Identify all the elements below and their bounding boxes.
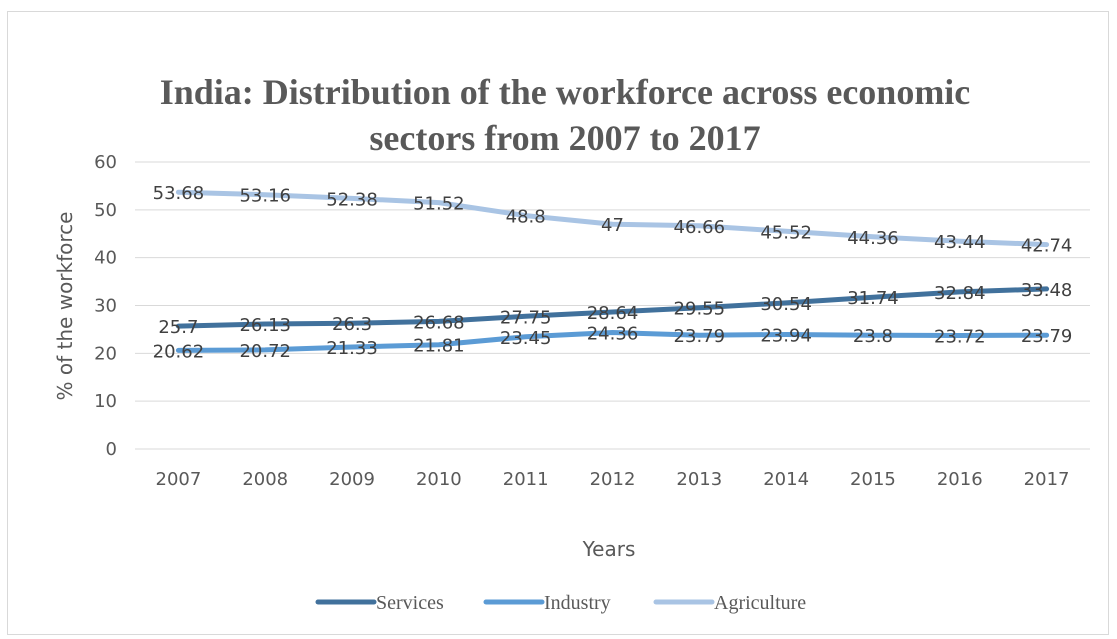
- x-tick-label: 2007: [156, 469, 202, 490]
- chart-frame: [7, 11, 1109, 635]
- x-tick-label: 2008: [242, 469, 288, 490]
- data-label-services: 25.7: [158, 317, 198, 338]
- legend: Services Industry Agriculture: [315, 592, 806, 614]
- x-tick-label: 2011: [503, 469, 549, 490]
- data-label-industry: 21.81: [413, 336, 465, 357]
- data-label-agriculture: 52.38: [326, 189, 378, 210]
- data-label-industry: 21.33: [326, 338, 378, 359]
- data-label-services: 28.64: [587, 303, 639, 324]
- x-tick-label: 2016: [937, 469, 983, 490]
- data-label-services: 26.68: [413, 312, 465, 333]
- data-label-agriculture: 43.44: [934, 232, 986, 253]
- x-tick-label: 2014: [763, 469, 809, 490]
- data-label-services: 30.54: [760, 294, 812, 315]
- y-tick-label: 40: [94, 248, 117, 269]
- data-label-agriculture: 46.66: [674, 217, 726, 238]
- y-tick-label: 30: [94, 296, 117, 317]
- data-label-agriculture: 44.36: [847, 228, 899, 249]
- x-tick-label: 2010: [416, 469, 462, 490]
- data-label-agriculture: 45.52: [760, 222, 812, 243]
- x-tick-label: 2017: [1024, 469, 1070, 490]
- data-label-services: 32.84: [934, 283, 986, 304]
- y-axis-ticks: 0 10 20 30 40 50 60: [94, 152, 117, 460]
- data-label-services: 33.48: [1021, 280, 1073, 301]
- data-label-industry: 23.79: [1021, 326, 1073, 347]
- y-tick-label: 60: [94, 152, 117, 173]
- data-label-agriculture: 53.68: [153, 183, 205, 204]
- data-label-industry: 24.36: [587, 323, 639, 344]
- data-label-agriculture: 51.52: [413, 194, 465, 215]
- data-label-industry: 20.62: [153, 341, 205, 362]
- data-label-agriculture: 48.8: [506, 207, 546, 228]
- y-tick-label: 20: [94, 343, 117, 364]
- data-labels: 25.7 26.13 26.3 26.68 27.75 28.64 29.55 30.54 31…: [153, 183, 1073, 362]
- data-label-services: 27.75: [500, 307, 552, 328]
- series-line-agriculture: [175, 189, 1050, 248]
- legend-label-industry: Industry: [544, 592, 611, 614]
- y-tick-label: 0: [106, 439, 117, 460]
- legend-label-agriculture: Agriculture: [714, 592, 806, 614]
- data-label-services: 31.74: [847, 288, 899, 309]
- data-label-industry: 23.45: [500, 328, 552, 349]
- x-tick-label: 2009: [329, 469, 375, 490]
- data-label-industry: 23.94: [760, 325, 812, 346]
- y-tick-label: 50: [94, 200, 117, 221]
- legend-label-services: Services: [376, 592, 444, 614]
- data-label-industry: 20.72: [239, 341, 291, 362]
- x-axis-ticks: 2007 2008 2009 2010 2011 2012 2013 2014 2015 2016…: [156, 469, 1070, 490]
- data-label-industry: 23.8: [853, 326, 893, 347]
- chart-title-line-2: sectors from 2007 to 2017: [369, 118, 760, 158]
- data-label-agriculture: 47: [601, 215, 624, 236]
- x-tick-label: 2012: [590, 469, 636, 490]
- y-axis-title: % of the workforce: [53, 212, 77, 401]
- gridlines: [135, 161, 1090, 450]
- y-tick-label: 10: [94, 391, 117, 412]
- data-label-agriculture: 53.16: [239, 186, 291, 207]
- chart-title-line-1: India: Distribution of the workforce acr…: [160, 72, 971, 112]
- data-label-industry: 23.79: [674, 326, 726, 347]
- data-label-agriculture: 42.74: [1021, 236, 1073, 257]
- data-label-services: 26.13: [239, 315, 291, 336]
- series-line-services: [175, 286, 1050, 329]
- x-axis-title: Years: [582, 537, 636, 561]
- series-lines: [175, 189, 1050, 353]
- x-tick-label: 2013: [676, 469, 722, 490]
- data-label-services: 29.55: [674, 299, 726, 320]
- data-label-services: 26.3: [332, 314, 372, 335]
- data-label-industry: 23.72: [934, 327, 986, 348]
- x-tick-label: 2015: [850, 469, 896, 490]
- series-line-industry: [175, 330, 1050, 353]
